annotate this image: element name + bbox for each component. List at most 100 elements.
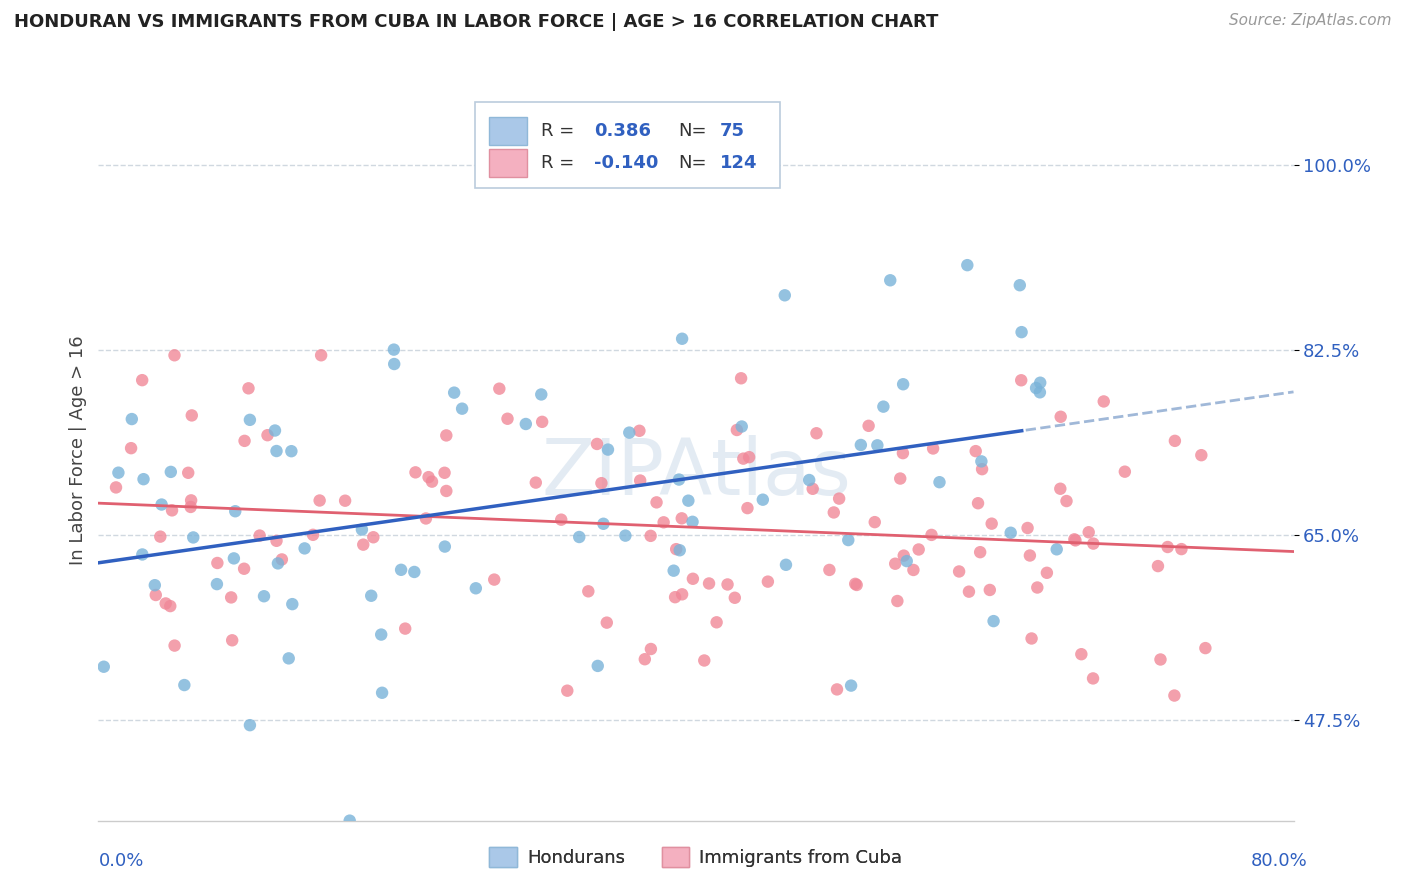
Point [970,462,993,476]
Point [828,491,851,506]
Point [107,466,129,480]
Point [652,516,675,530]
Point [173,678,195,692]
Legend: Hondurans, Immigrants from Cuba: Hondurans, Immigrants from Cuba [482,840,910,874]
Point [159,465,181,479]
Point [1194,641,1216,656]
Point [948,565,970,579]
Point [1000,525,1022,540]
Point [515,417,537,431]
Point [825,682,848,697]
Point [530,387,553,401]
Point [249,528,271,542]
Point [433,540,456,554]
Point [1046,542,1069,557]
Point [983,614,1005,628]
Point [863,515,886,529]
Point [1064,533,1087,548]
Point [737,501,759,516]
Point [221,633,243,648]
Point [773,288,796,302]
Point [253,589,276,603]
Point [233,434,256,448]
Point [420,475,443,489]
Point [733,451,755,466]
Point [1018,549,1040,563]
Point [731,419,754,434]
Point [524,475,547,490]
Point [350,523,373,537]
Point [302,528,325,542]
Point [404,565,426,579]
Point [596,615,619,630]
Point [233,562,256,576]
Point [837,533,859,547]
Point [645,495,668,509]
Point [969,545,991,559]
Point [1114,465,1136,479]
Point [671,332,693,346]
Point [239,718,262,732]
Point [866,438,889,452]
Text: R =: R = [541,121,574,140]
Point [177,466,200,480]
Point [371,686,394,700]
Y-axis label: In Labor Force | Age > 16: In Labor Force | Age > 16 [69,335,87,566]
Point [1017,521,1039,535]
Point [360,589,382,603]
Point [706,615,728,630]
Point [484,573,506,587]
Point [160,503,183,517]
Point [163,348,186,362]
Point [394,622,416,636]
Text: N=: N= [678,121,707,140]
Point [839,679,862,693]
Point [879,273,901,287]
Point [281,597,304,611]
Point [131,548,153,562]
Point [662,564,685,578]
Point [1070,647,1092,661]
Text: 75: 75 [720,121,745,140]
Point [205,577,228,591]
Point [433,466,456,480]
Point [844,577,866,591]
Point [730,371,752,385]
Text: R =: R = [541,154,574,172]
Point [120,441,142,455]
Point [756,574,779,589]
Point [1077,525,1099,540]
Point [891,446,914,460]
Point [266,533,288,548]
Point [849,438,872,452]
Point [163,639,186,653]
Point [886,594,908,608]
Point [443,385,465,400]
Point [180,409,202,423]
Point [614,528,637,542]
Point [1147,559,1170,574]
Text: ZIPAtlas: ZIPAtlas [541,434,851,511]
Point [363,530,385,544]
Point [1026,581,1049,595]
Point [405,466,427,480]
Point [180,500,202,514]
Point [907,542,929,557]
Point [145,588,167,602]
Point [1056,494,1078,508]
Point [1025,381,1047,395]
Point [693,653,716,667]
Point [903,563,925,577]
Point [889,471,911,485]
Point [725,423,748,437]
Point [277,651,299,665]
Point [132,472,155,486]
Point [896,554,918,568]
Text: -0.140: -0.140 [595,154,659,172]
Point [678,493,700,508]
Point [668,543,690,558]
Point [131,373,153,387]
Point [105,480,128,494]
Point [1021,632,1043,646]
Point [801,482,824,496]
